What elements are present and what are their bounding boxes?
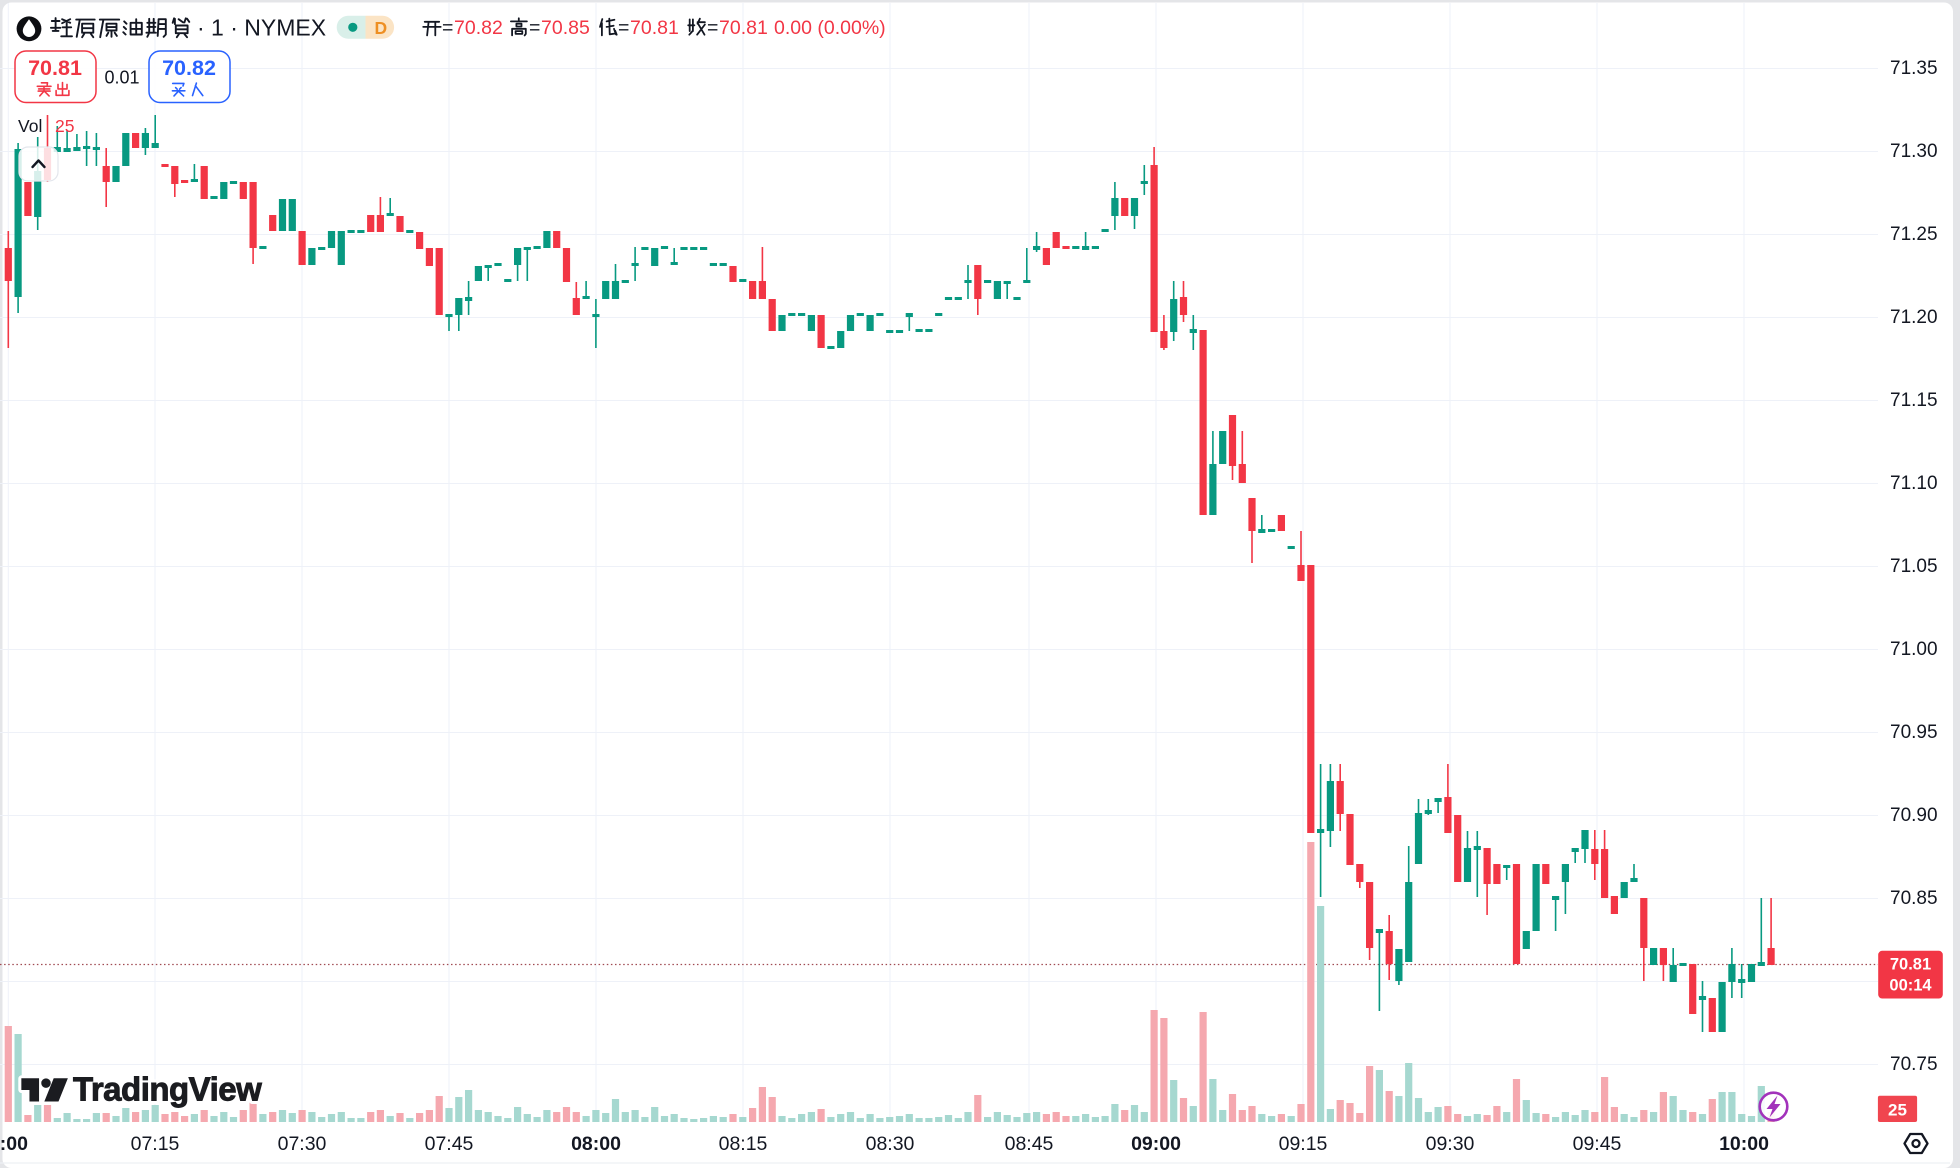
svg-text:08:00: 08:00 [571,1133,621,1155]
svg-text:70.85: 70.85 [1890,888,1938,909]
svg-text:71.35: 71.35 [1890,58,1938,79]
svg-text:=: = [529,17,540,39]
svg-text:09:15: 09:15 [1279,1133,1328,1155]
svg-text:=: = [707,17,718,39]
svg-text:70.81: 70.81 [719,17,768,39]
svg-text:0.00 (0.00%): 0.00 (0.00%) [774,17,886,39]
svg-text:· 1 · NYMEX: · 1 · NYMEX [197,15,326,41]
svg-text:70.82: 70.82 [454,17,503,39]
svg-text:71.10: 71.10 [1890,473,1938,494]
svg-text:10:00: 10:00 [1719,1133,1769,1155]
svg-text:D: D [375,18,388,38]
svg-text:07:45: 07:45 [425,1133,474,1155]
svg-text:70.95: 70.95 [1890,722,1938,743]
svg-text:70.81: 70.81 [630,17,679,39]
svg-text:70.82: 70.82 [162,56,216,80]
svg-text:71.25: 71.25 [1890,224,1938,245]
svg-text:Vol: Vol [18,116,42,136]
svg-text:25: 25 [1888,1101,1907,1120]
svg-text:70.75: 70.75 [1890,1054,1938,1075]
svg-text:0.01: 0.01 [104,68,139,88]
svg-text:07:30: 07:30 [278,1133,327,1155]
svg-text:70.85: 70.85 [541,17,590,39]
svg-text:25: 25 [55,116,74,136]
svg-text:71.00: 71.00 [1890,639,1938,660]
svg-text:71.30: 71.30 [1890,141,1938,162]
svg-text:00:14: 00:14 [1889,977,1932,995]
svg-text:70.81: 70.81 [28,56,82,80]
svg-text:08:15: 08:15 [719,1133,768,1155]
svg-text:=: = [618,17,629,39]
svg-text:71.15: 71.15 [1890,390,1938,411]
svg-text:09:45: 09:45 [1573,1133,1622,1155]
svg-text:07:00: 07:00 [0,1133,28,1155]
svg-text:TradingView: TradingView [73,1071,262,1108]
svg-text:70.90: 70.90 [1890,805,1938,826]
svg-text:09:00: 09:00 [1131,1133,1181,1155]
svg-text:71.20: 71.20 [1890,307,1938,328]
svg-text:TradingView: TradingView [73,1071,262,1108]
svg-text:71.05: 71.05 [1890,556,1938,577]
svg-text:09:30: 09:30 [1426,1133,1475,1155]
svg-text:=: = [442,17,453,39]
svg-text:70.81: 70.81 [1890,956,1931,974]
svg-text:08:30: 08:30 [866,1133,915,1155]
svg-text:08:45: 08:45 [1005,1133,1054,1155]
svg-text:07:15: 07:15 [131,1133,180,1155]
